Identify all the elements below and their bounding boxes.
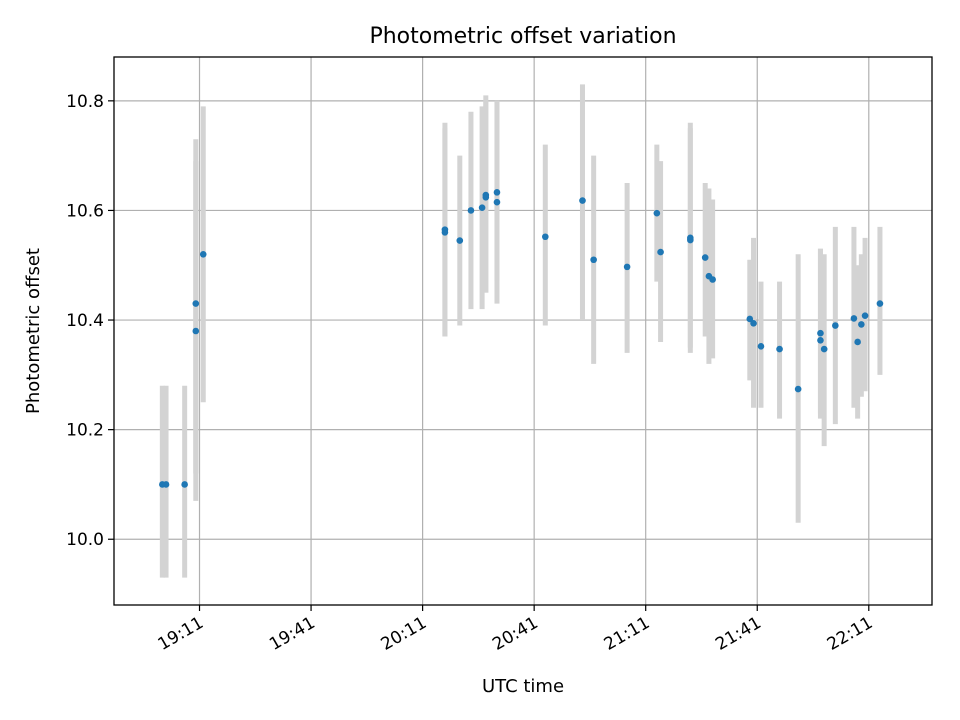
data-point — [653, 209, 661, 217]
data-point — [687, 236, 694, 244]
data-point — [623, 263, 631, 271]
y-axis: 10.0 10.2 10.4 10.6 10.8 — [66, 92, 114, 550]
data-point — [757, 343, 765, 350]
data-point — [746, 315, 754, 323]
data-point — [590, 256, 597, 264]
y-tick-label: 10.8 — [66, 92, 104, 112]
y-tick-label: 10.6 — [66, 201, 104, 221]
data-point — [542, 233, 549, 241]
data-point — [441, 229, 449, 236]
data-point — [858, 321, 865, 328]
data-point — [657, 248, 664, 256]
data-point — [199, 250, 207, 258]
data-point — [832, 322, 839, 329]
data-point — [776, 345, 783, 353]
data-point — [467, 207, 475, 214]
data-points — [159, 189, 884, 488]
data-point — [850, 315, 858, 322]
data-point — [820, 345, 828, 353]
data-point — [709, 276, 716, 283]
data-point — [854, 338, 861, 346]
data-point — [750, 320, 757, 327]
data-point — [579, 197, 586, 204]
data-point — [192, 300, 200, 307]
data-point — [861, 312, 869, 319]
y-tick-label: 10.2 — [66, 421, 104, 441]
chart-title: Photometric offset variation — [369, 24, 676, 49]
data-point — [493, 189, 501, 196]
data-point — [817, 329, 824, 337]
y-tick-label: 10.0 — [66, 530, 104, 550]
data-point — [701, 254, 709, 261]
data-point — [482, 193, 490, 201]
data-point — [192, 327, 200, 335]
data-point — [493, 198, 501, 206]
plot-frame — [113, 56, 933, 606]
data-point — [478, 204, 486, 211]
data-point — [162, 481, 170, 488]
data-point — [456, 237, 464, 244]
y-tick-label: 10.4 — [66, 311, 104, 331]
y-axis-label: Photometric offset — [23, 248, 44, 414]
data-point — [876, 300, 884, 307]
data-point — [794, 385, 802, 393]
data-point — [181, 481, 188, 488]
x-axis-label: UTC time — [482, 676, 564, 697]
data-point — [817, 337, 824, 344]
